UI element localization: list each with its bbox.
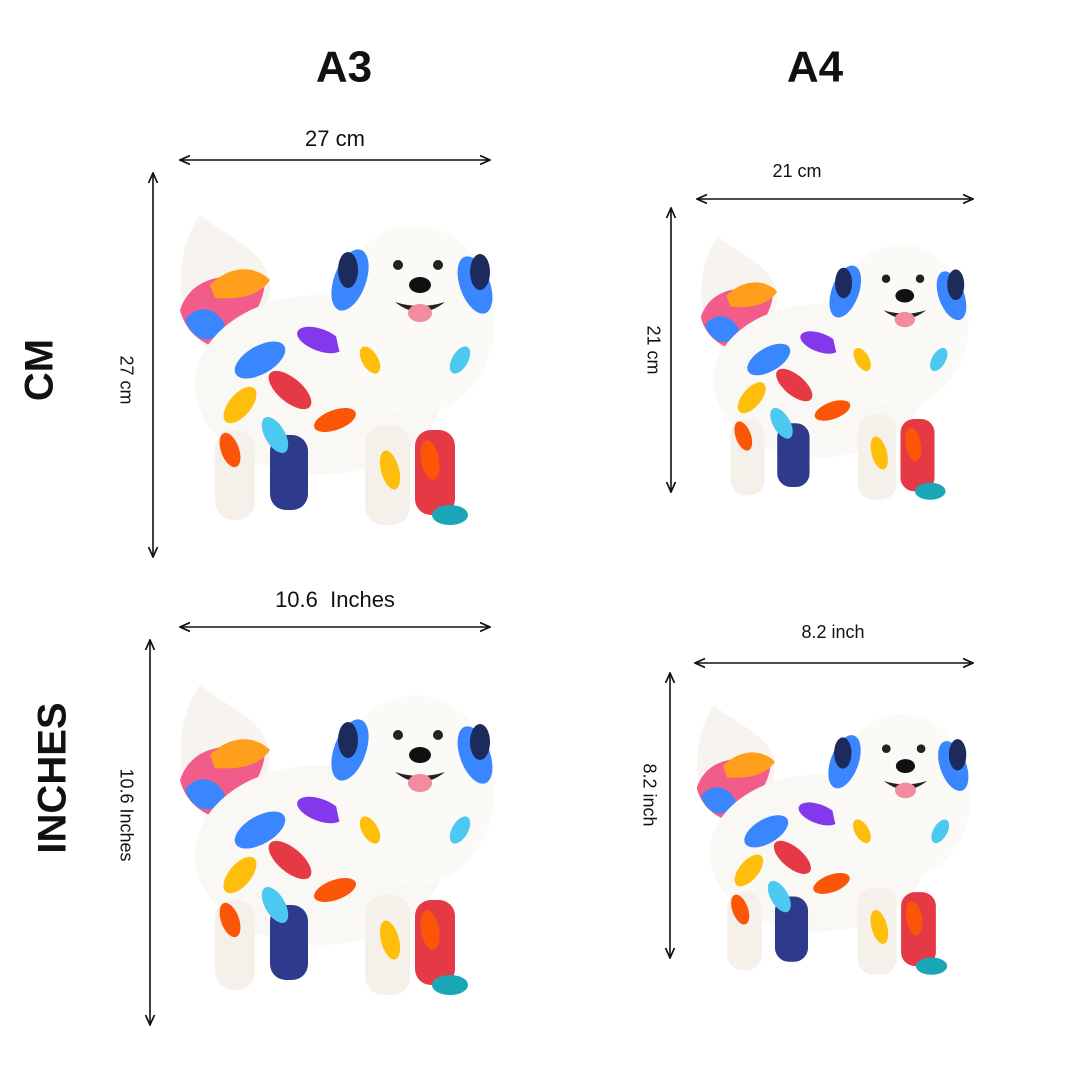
dog-image	[180, 685, 500, 995]
width-label: 21 cm	[772, 161, 821, 181]
column-header: A3	[316, 43, 372, 92]
width-label: 27 cm	[305, 126, 365, 151]
height-label: 27 cm	[116, 355, 136, 404]
dog-image	[180, 215, 500, 525]
row-label: CM	[18, 339, 62, 401]
height-label: 10.6 Inches	[116, 768, 136, 861]
height-label: 8.2 inch	[639, 763, 659, 826]
height-label: 21 cm	[643, 325, 663, 374]
column-header: A4	[787, 43, 844, 92]
dog-image	[700, 236, 973, 500]
row-label: INCHES	[31, 702, 75, 853]
width-label: 10.6 Inches	[275, 587, 395, 612]
dog-image	[696, 705, 975, 975]
width-label: 8.2 inch	[801, 622, 864, 642]
